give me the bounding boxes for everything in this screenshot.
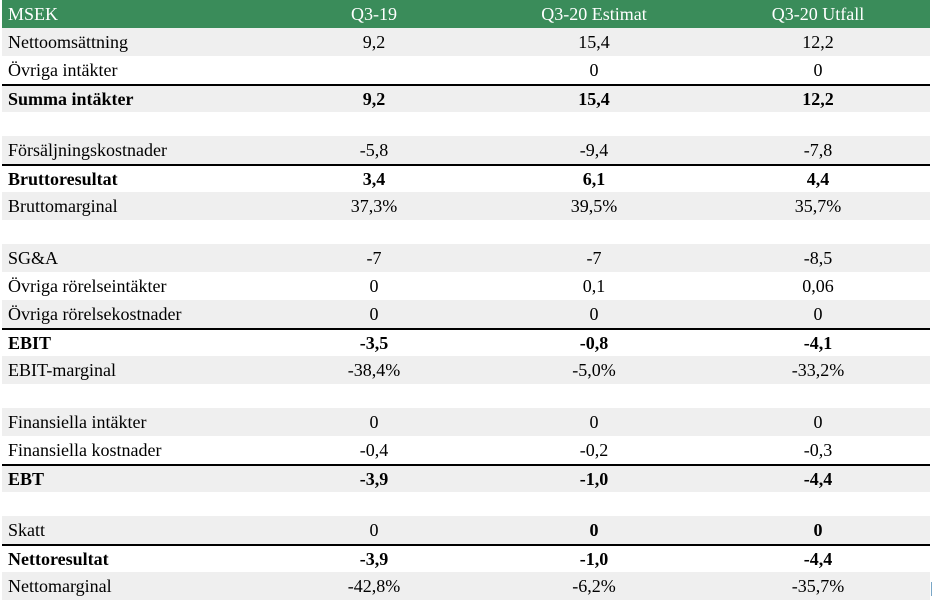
cell-q3-20-utfall: 12,2: [802, 88, 834, 109]
table-row: Försäljningskostnader -5,8 -9,4 -7,8: [2, 136, 930, 164]
table-row: Finansiella kostnader -0,4 -0,2 -0,3: [2, 436, 930, 464]
table-row: EBIT -3,5 -0,8 -4,1: [2, 328, 930, 356]
cell-q3-20-utfall: 0,06: [802, 275, 834, 296]
row-label: Nettoresultat: [8, 548, 109, 569]
cell-q3-20-estimat: 0: [589, 59, 599, 80]
header-label: MSEK: [8, 3, 59, 24]
row-label: Övriga rörelsekostnader: [8, 303, 182, 324]
row-label: Försäljningskostnader: [8, 139, 167, 160]
cell-q3-19: 0: [369, 303, 379, 324]
cell-q3-19: -3,9: [359, 548, 389, 569]
cell-q3-20-utfall: 12,2: [802, 31, 834, 52]
cell-q3-20-estimat: -9,4: [579, 139, 609, 160]
row-label: EBIT: [8, 332, 52, 353]
table-row: Nettoomsättning 9,2 15,4 12,2: [2, 28, 930, 56]
cell-q3-20-utfall: 0: [813, 519, 823, 540]
cell-q3-20-utfall: -35,7%: [791, 575, 845, 596]
cell-q3-19: -42,8%: [347, 575, 401, 596]
cell-q3-20-utfall: -33,2%: [791, 359, 845, 380]
cell-q3-20-utfall: 0: [813, 59, 823, 80]
table-row: Nettomarginal -42,8% -6,2% -35,7%: [2, 572, 930, 600]
table-row: SG&A -7 -7 -8,5: [2, 244, 930, 272]
cell-q3-20-utfall: 0: [813, 303, 823, 324]
row-label: EBIT-marginal: [8, 359, 116, 380]
cell-q3-19: -3,5: [359, 332, 389, 353]
cell-q3-20-utfall: -7,8: [803, 139, 833, 160]
cell-q3-20-estimat: 0: [589, 519, 599, 540]
table-body: Nettoomsättning 9,2 15,4 12,2 Övriga intäkte…: [2, 28, 930, 600]
cell-q3-20-estimat: 15,4: [578, 88, 610, 109]
table-row: Skatt 0 0 0: [2, 516, 930, 544]
cell-q3-20-estimat: 0: [589, 303, 599, 324]
header-q3-19: Q3-19: [351, 3, 397, 24]
cell-q3-19: 0: [369, 275, 379, 296]
row-label: Finansiella kostnader: [8, 439, 162, 460]
cell-q3-19: 9,2: [362, 31, 386, 52]
cell-q3-20-estimat: 6,1: [582, 168, 606, 189]
row-label: EBT: [8, 468, 45, 489]
row-label: Övriga rörelseintäkter: [8, 275, 167, 296]
text-cursor: [931, 582, 932, 596]
row-label: Bruttomarginal: [8, 195, 118, 216]
table-row: Övriga intäkter 0 0: [2, 56, 930, 84]
row-label: Skatt: [8, 519, 46, 540]
row-label: Övriga intäkter: [8, 59, 118, 80]
cell-q3-20-utfall: 0: [813, 411, 823, 432]
cell-q3-20-estimat: 0: [589, 411, 599, 432]
cell-q3-20-estimat: 39,5%: [570, 195, 618, 216]
cell-q3-19: -5,8: [359, 139, 389, 160]
spacer-row: [2, 384, 930, 408]
cell-q3-20-estimat: -0,8: [579, 332, 609, 353]
row-label: Finansiella intäkter: [8, 411, 147, 432]
table-row: Bruttoresultat 3,4 6,1 4,4: [2, 164, 930, 192]
cell-q3-19: -7: [366, 247, 382, 268]
table-row: Summa intäkter 9,2 15,4 12,2: [2, 84, 930, 112]
cell-q3-20-estimat: -1,0: [579, 468, 609, 489]
cell-q3-20-estimat: -7: [586, 247, 602, 268]
header-q3-20-utfall: Q3-20 Utfall: [771, 3, 865, 24]
row-label: Nettomarginal: [8, 575, 112, 596]
spacer-row: [2, 112, 930, 136]
cell-q3-19: -0,4: [359, 439, 389, 460]
cell-q3-20-estimat: -1,0: [579, 548, 609, 569]
table-row: EBT -3,9 -1,0 -4,4: [2, 464, 930, 492]
cell-q3-20-utfall: 4,4: [806, 168, 830, 189]
cell-q3-19: 0: [369, 519, 379, 540]
cell-q3-20-estimat: -5,0%: [572, 359, 616, 380]
table-row: Övriga rörelseintäkter 0 0,1 0,06: [2, 272, 930, 300]
row-label: Summa intäkter: [8, 88, 134, 109]
cell-q3-20-estimat: 0,1: [582, 275, 606, 296]
spacer-row: [2, 492, 930, 516]
table-row: Övriga rörelsekostnader 0 0 0: [2, 300, 930, 328]
table-row: Finansiella intäkter 0 0 0: [2, 408, 930, 436]
cell-q3-20-utfall: -0,3: [803, 439, 833, 460]
cell-q3-19: 3,4: [362, 168, 386, 189]
table-header-row: MSEK Q3-19 Q3-20 Estimat Q3-20 Utfall: [2, 0, 930, 28]
table-row: Bruttomarginal 37,3% 39,5% 35,7%: [2, 192, 930, 220]
row-label: SG&A: [8, 247, 59, 268]
table-row: Nettoresultat -3,9 -1,0 -4,4: [2, 544, 930, 572]
cell-q3-19: -38,4%: [347, 359, 401, 380]
table-row: EBIT-marginal -38,4% -5,0% -33,2%: [2, 356, 930, 384]
cell-q3-20-utfall: 35,7%: [794, 195, 842, 216]
cell-q3-19: 9,2: [362, 88, 386, 109]
cell-q3-20-estimat: 15,4: [578, 31, 610, 52]
cell-q3-20-utfall: -4,1: [803, 332, 833, 353]
cell-q3-20-utfall: -8,5: [803, 247, 833, 268]
spacer-row: [2, 220, 930, 244]
cell-q3-20-utfall: -4,4: [803, 548, 833, 569]
cell-q3-19: 0: [369, 411, 379, 432]
cell-q3-20-estimat: -0,2: [579, 439, 609, 460]
cell-q3-20-utfall: -4,4: [803, 468, 833, 489]
cell-q3-19: 37,3%: [350, 195, 398, 216]
header-q3-20-estimat: Q3-20 Estimat: [541, 3, 647, 24]
row-label: Bruttoresultat: [8, 168, 118, 189]
cell-q3-19: -3,9: [359, 468, 389, 489]
row-label: Nettoomsättning: [8, 31, 128, 52]
cell-q3-20-estimat: -6,2%: [572, 575, 616, 596]
